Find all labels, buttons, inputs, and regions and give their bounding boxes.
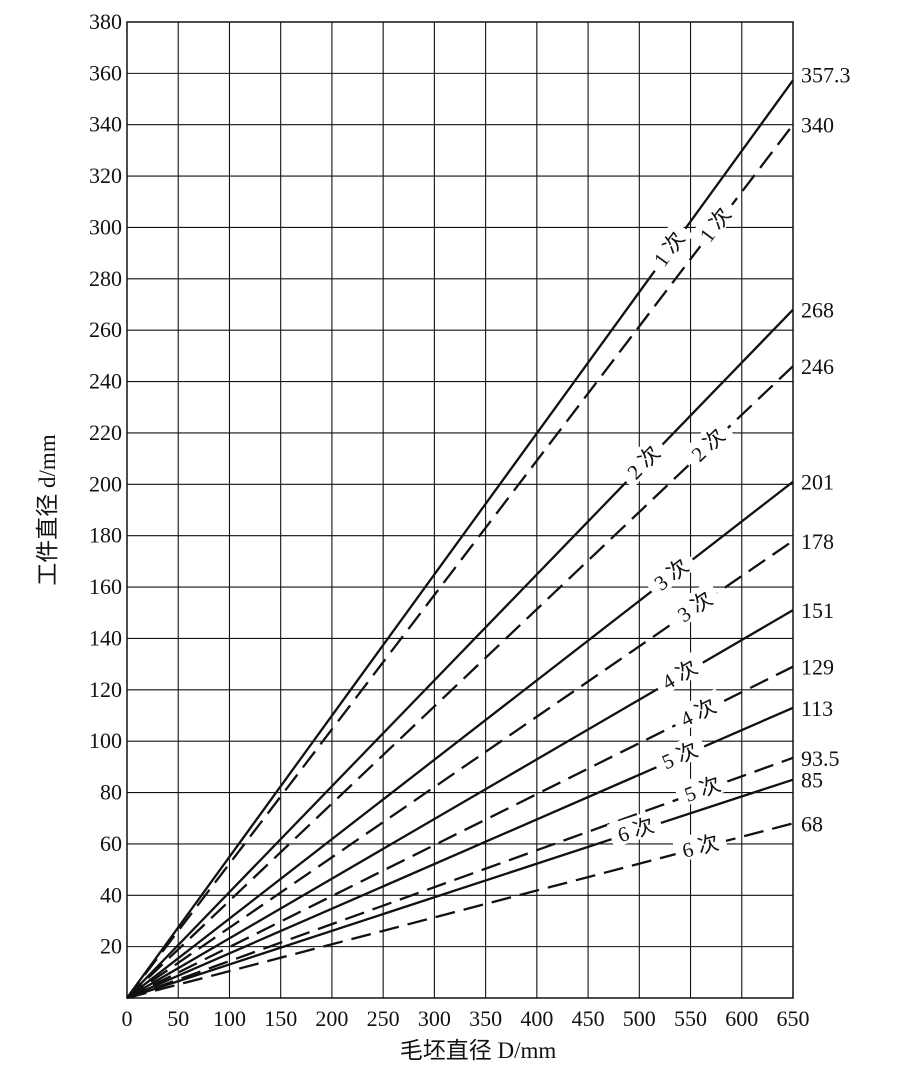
series-end-label: 151	[801, 598, 834, 623]
series-label-background	[679, 417, 735, 471]
x-tick-label: 100	[213, 1006, 246, 1031]
x-tick-label: 450	[572, 1006, 605, 1031]
series-label-background	[665, 580, 723, 630]
series-label-background	[642, 547, 699, 599]
y-tick-label: 140	[89, 625, 122, 650]
x-tick-label: 150	[264, 1006, 297, 1031]
series-name-label: 5 次	[681, 772, 724, 807]
x-tick-label: 650	[777, 1006, 810, 1031]
series-end-label: 85	[801, 768, 823, 793]
x-tick-label: 300	[418, 1006, 451, 1031]
y-tick-label: 40	[100, 882, 122, 907]
series-label-background	[650, 649, 708, 697]
series-label-background	[671, 826, 729, 863]
x-tick-label: 400	[520, 1006, 553, 1031]
y-tick-label: 20	[100, 934, 122, 959]
y-tick-label: 220	[89, 420, 122, 445]
series-name-label: 6 次	[680, 830, 722, 863]
series-label-background	[673, 767, 731, 808]
series-end-label: 357.3	[801, 62, 851, 87]
y-tick-label: 60	[100, 831, 122, 856]
series-line	[126, 124, 794, 999]
x-tick-label: 350	[469, 1006, 502, 1031]
series-end-label: 129	[801, 655, 834, 680]
series-end-label: 113	[801, 696, 833, 721]
y-tick-label: 320	[89, 163, 122, 188]
x-tick-label: 500	[623, 1006, 656, 1031]
series-end-label: 246	[801, 354, 834, 379]
series-end-label: 178	[801, 529, 834, 554]
y-tick-label: 260	[89, 317, 122, 342]
y-tick-label: 240	[89, 369, 122, 394]
series-name-label: 6 次	[615, 813, 657, 847]
series-label-background	[650, 732, 708, 776]
series-end-label: 201	[801, 470, 834, 495]
plot-frame	[126, 21, 794, 999]
y-tick-label: 100	[89, 728, 122, 753]
x-tick-label: 250	[367, 1006, 400, 1031]
series-label-background	[688, 195, 740, 252]
series-line	[126, 365, 794, 999]
series-label-background	[668, 688, 727, 734]
series-label-background	[615, 434, 669, 489]
x-tick-label: 200	[315, 1006, 348, 1031]
y-tick-label: 200	[89, 471, 122, 496]
series-end-label: 268	[801, 298, 834, 323]
tick-layer: 0 50 100 150 200 250 300 350 400 450 500 550 600 650 2…	[89, 9, 810, 1031]
series-end-label: 93.5	[801, 746, 840, 771]
series-label-background	[606, 808, 664, 848]
y-tick-label: 180	[89, 523, 122, 548]
series-end-label: 68	[801, 811, 823, 836]
series-line	[126, 308, 794, 999]
y-tick-label: 360	[89, 60, 122, 85]
y-tick-label: 380	[89, 9, 122, 34]
series-line	[126, 778, 794, 1000]
x-axis-title: 毛坯直径 D/mm	[400, 1038, 557, 1063]
series-end-label: 340	[801, 113, 834, 138]
x-tick-label: 550	[674, 1006, 707, 1031]
x-tick-label: 50	[167, 1006, 189, 1031]
y-tick-label: 340	[89, 112, 122, 137]
y-tick-label: 280	[89, 266, 122, 291]
y-axis-title: 工件直径 d/mm	[35, 434, 60, 586]
y-tick-label: 80	[100, 780, 122, 805]
x-tick-label: 600	[725, 1006, 758, 1031]
series-label-background	[642, 219, 693, 277]
y-tick-label: 300	[89, 214, 122, 239]
y-tick-label: 120	[89, 677, 122, 702]
x-tick-label: 0	[122, 1006, 133, 1031]
y-tick-label: 160	[89, 574, 122, 599]
